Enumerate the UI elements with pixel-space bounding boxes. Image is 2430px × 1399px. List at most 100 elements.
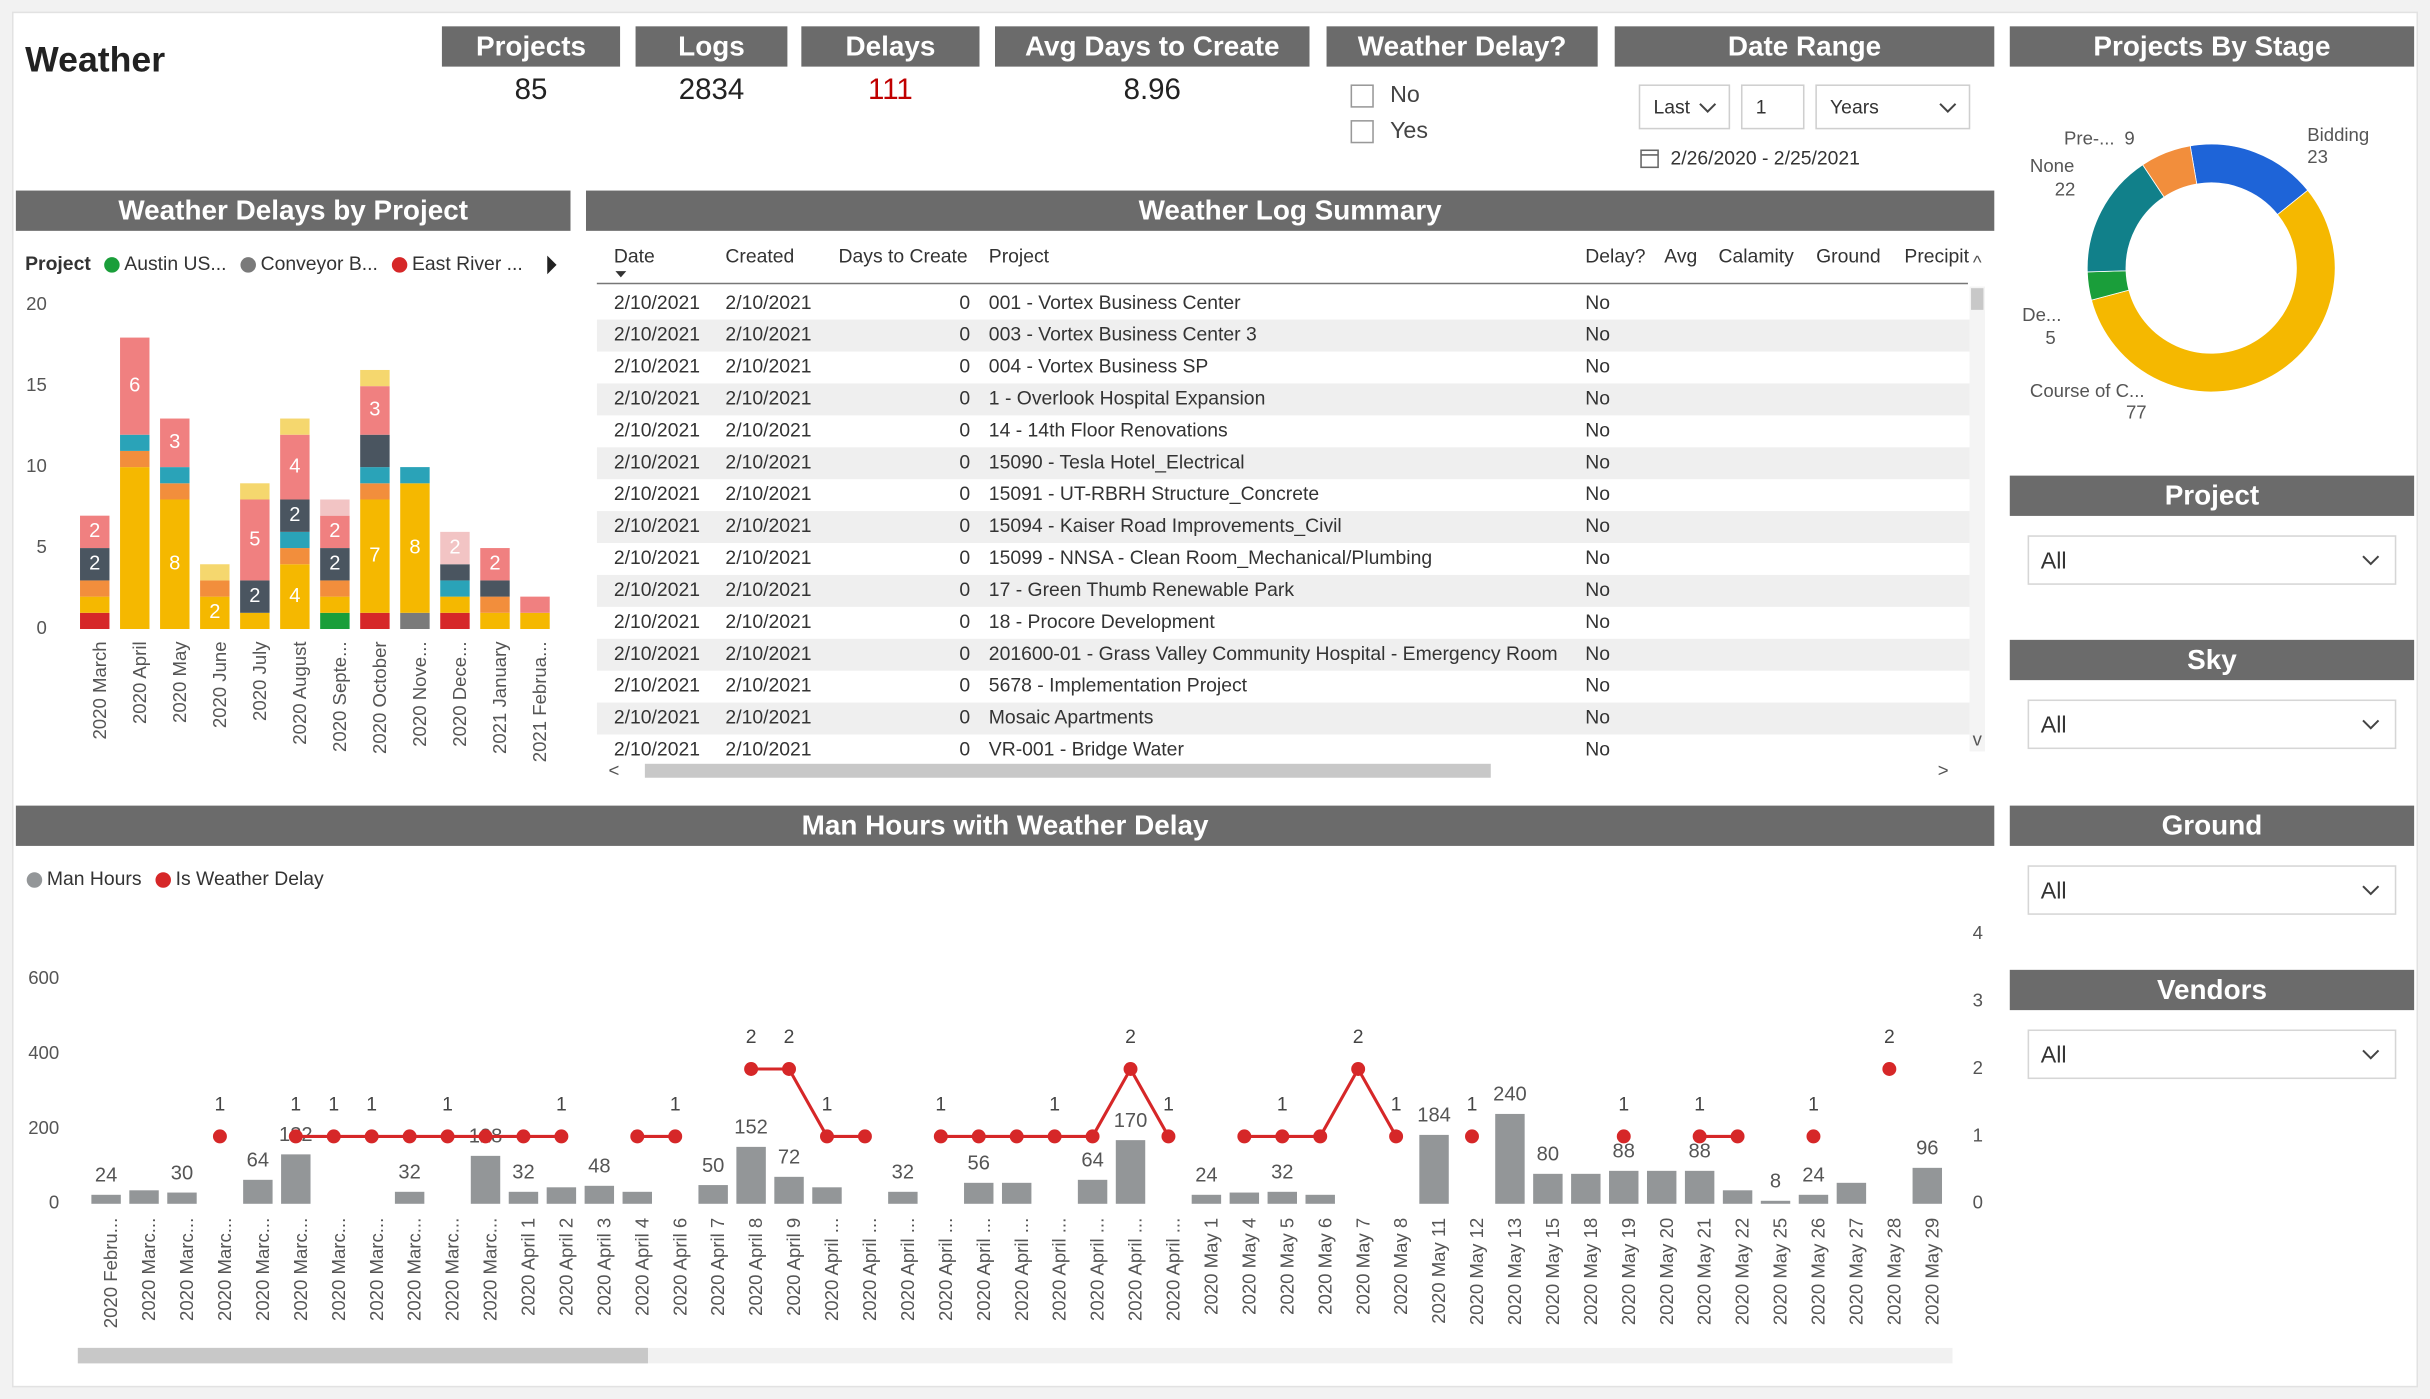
table-cell: 1 - Overlook Hospital Expansion [989,388,1266,410]
x-tick-label: 2020 May 27 [1846,1218,1867,1325]
bar-label: 8 [1770,1171,1781,1193]
table-cell: 2/10/2021 [725,388,811,410]
line-point [1692,1129,1707,1144]
column-header: Calamity [1719,245,1795,267]
bar-segment [480,596,510,613]
table-cell: 2/10/2021 [614,675,700,697]
legend-label: Conveyor B... [261,253,378,275]
point-label: 1 [822,1094,833,1116]
table-cell: No [1585,643,1610,665]
table-cell: 2/10/2021 [725,419,811,441]
bar-label: 48 [588,1156,610,1178]
line-point [1047,1129,1062,1144]
x-tick-label: 2020 May 6 [1314,1218,1335,1315]
table-cell: 0 [959,707,970,729]
h-scroll-thumb[interactable] [77,1347,648,1364]
bar-label: 32 [1271,1162,1293,1184]
bar-segment [320,499,350,516]
bar [584,1185,615,1204]
scroll-right: > [1938,759,1949,780]
panel-header [1326,26,1598,67]
dropdown[interactable] [2027,865,2397,915]
bar [1836,1182,1867,1204]
x-tick-label: 2020 August [289,641,310,745]
bar [1722,1190,1753,1204]
panel-header [2009,969,2415,1011]
checkbox[interactable] [1350,120,1374,144]
chevron [1699,103,1717,113]
checkbox[interactable] [1350,84,1374,108]
table-cell: 2/10/2021 [725,356,811,378]
y-tick-label: 15 [26,374,47,395]
x-tick-label: 2020 April ... [935,1218,956,1321]
legend-next[interactable] [547,255,557,275]
bar [167,1192,197,1204]
table-cell: No [1585,515,1610,537]
bar [1267,1191,1298,1204]
table-cell: 2/10/2021 [725,483,811,505]
column-header: Avg [1664,245,1697,267]
table-cell: 2/10/2021 [725,579,811,601]
bar-segment [240,483,270,500]
table-cell: 2/10/2021 [725,675,811,697]
x-tick-label: 2020 Febru... [100,1218,121,1329]
point-label: 1 [1467,1094,1478,1116]
kpi-value: 111 [868,73,913,106]
bar [622,1191,652,1204]
v-scroll-thumb[interactable] [1971,288,1984,310]
x-tick-label: 2020 Marc... [328,1218,349,1321]
panel-header [15,805,1995,846]
point-label: 1 [556,1094,567,1116]
dropdown[interactable] [2027,1029,2397,1080]
x-tick-label: 2020 Marc... [480,1218,501,1321]
bar-label: 88 [1688,1141,1710,1163]
bar [1912,1167,1943,1204]
line-point [857,1129,872,1144]
x-tick-label: 2020 July [249,641,270,721]
h-scroll-thumb[interactable] [644,763,1491,778]
y2-tick-label: 3 [1973,990,1983,1011]
bar-segment [360,434,390,468]
slice-name: Bidding [2307,124,2369,145]
bar [1115,1140,1146,1204]
table: 2/10/2021 2/10/2021 0 001 - Vortex Business… [596,245,1970,761]
dropdown[interactable] [2027,535,2397,585]
table-cell: No [1585,707,1610,729]
calendar-icon [1640,149,1659,169]
panel-title: Weather Delay? [1358,30,1567,61]
bar-segment [360,483,390,500]
chevron [2362,555,2380,566]
table-cell: 2/10/2021 [614,579,700,601]
line-point [554,1129,569,1144]
x-tick-label: 2021 Februa... [529,641,550,762]
bar-segment [240,580,270,613]
x-tick-label: 2020 April ... [1011,1218,1032,1321]
table-cell: 14 - 14th Floor Renovations [989,419,1228,441]
column-header: Created [725,245,794,267]
x-tick-label: 2020 April ... [859,1218,880,1321]
dropdown[interactable] [2027,699,2397,750]
table-cell: No [1585,579,1610,601]
x-tick-label: 2020 October [369,641,390,754]
table-cell: 0 [959,292,970,314]
panel-title: Avg Days to Create [1025,30,1280,61]
point-label: 1 [215,1094,226,1116]
segment-label: 4 [289,585,300,607]
legend-label: Austin US... [124,253,226,275]
table-cell: 2/10/2021 [614,292,700,314]
date-input[interactable] [1740,84,1805,130]
x-tick-label: 2020 Marc... [138,1218,159,1321]
table-cell: 2/10/2021 [725,739,811,761]
x-tick-label: 2020 Septe... [329,641,350,752]
panel-title: Weather Delays by Project [118,195,468,226]
x-tick-label: 2020 April ... [1163,1218,1184,1321]
date-input[interactable] [1638,84,1731,130]
bar-segment [200,596,230,630]
row-band [596,383,1970,416]
line-point [516,1129,531,1144]
line-point [971,1129,986,1144]
x-tick-label: 2020 May 26 [1808,1218,1829,1325]
bar-segment [320,596,350,613]
x-tick-label: 2020 May 20 [1656,1218,1677,1325]
table-cell: 2/10/2021 [614,324,700,346]
